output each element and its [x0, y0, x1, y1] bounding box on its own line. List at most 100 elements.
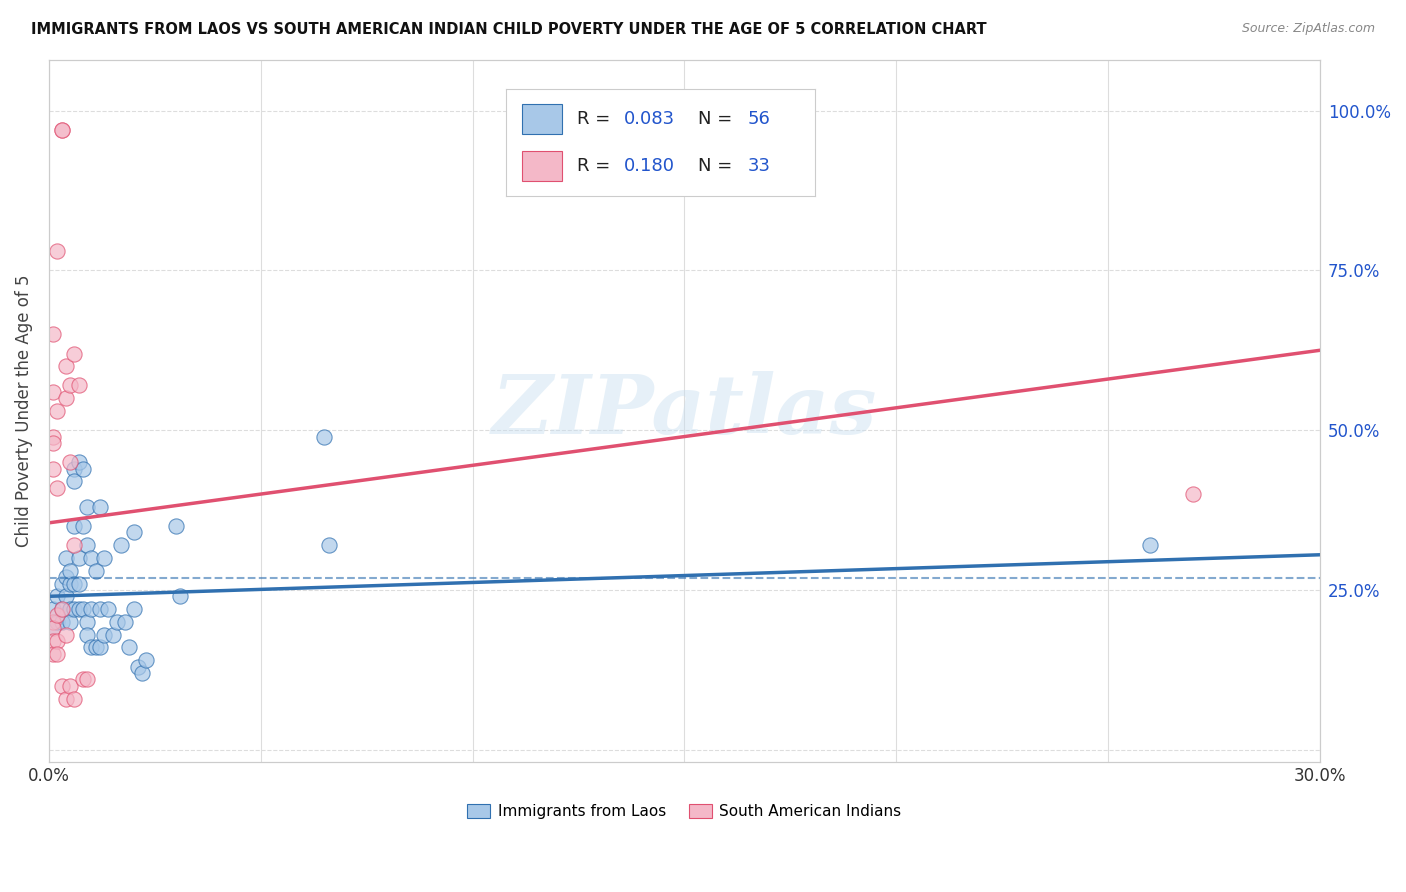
Point — [67, 551, 90, 566]
Point — [42, 621, 65, 635]
Point — [101, 627, 124, 641]
Text: N =: N = — [697, 111, 738, 128]
Point — [42, 461, 65, 475]
Point — [67, 576, 90, 591]
Point — [51, 615, 73, 629]
Point — [80, 602, 103, 616]
Point — [72, 602, 94, 616]
Point — [89, 640, 111, 655]
Point — [55, 691, 77, 706]
Point — [76, 500, 98, 514]
Y-axis label: Child Poverty Under the Age of 5: Child Poverty Under the Age of 5 — [15, 275, 32, 548]
Point — [114, 615, 136, 629]
Point — [122, 602, 145, 616]
Legend: Immigrants from Laos, South American Indians: Immigrants from Laos, South American Ind… — [461, 797, 908, 825]
Point — [165, 519, 187, 533]
Point — [51, 679, 73, 693]
Point — [80, 551, 103, 566]
Text: 56: 56 — [748, 111, 770, 128]
Point — [97, 602, 120, 616]
Point — [67, 455, 90, 469]
Point — [63, 461, 86, 475]
Point — [118, 640, 141, 655]
Point — [59, 602, 82, 616]
Point — [46, 590, 69, 604]
Point — [63, 602, 86, 616]
Point — [42, 621, 65, 635]
Point — [67, 602, 90, 616]
Point — [93, 627, 115, 641]
Text: R =: R = — [578, 111, 616, 128]
Point — [63, 538, 86, 552]
Point — [76, 627, 98, 641]
Point — [72, 673, 94, 687]
Point — [63, 576, 86, 591]
Point — [55, 570, 77, 584]
Point — [84, 640, 107, 655]
Point — [51, 602, 73, 616]
Point — [67, 378, 90, 392]
Point — [93, 551, 115, 566]
Point — [76, 673, 98, 687]
Text: 0.083: 0.083 — [624, 111, 675, 128]
Point — [46, 244, 69, 259]
Point — [76, 615, 98, 629]
Point — [84, 564, 107, 578]
Point — [42, 436, 65, 450]
Text: Source: ZipAtlas.com: Source: ZipAtlas.com — [1241, 22, 1375, 36]
FancyBboxPatch shape — [522, 104, 562, 134]
Text: N =: N = — [697, 157, 738, 175]
Point — [89, 602, 111, 616]
Point — [63, 519, 86, 533]
Point — [89, 500, 111, 514]
Point — [63, 475, 86, 489]
Point — [55, 551, 77, 566]
Point — [51, 576, 73, 591]
Point — [72, 519, 94, 533]
Point — [42, 327, 65, 342]
Point — [42, 615, 65, 629]
Point — [314, 429, 336, 443]
Point — [55, 590, 77, 604]
Point — [42, 429, 65, 443]
Point — [127, 659, 149, 673]
Point — [46, 404, 69, 418]
Point — [63, 691, 86, 706]
Point — [51, 123, 73, 137]
Point — [46, 634, 69, 648]
Point — [55, 391, 77, 405]
Point — [42, 647, 65, 661]
Point — [135, 653, 157, 667]
Point — [59, 564, 82, 578]
FancyBboxPatch shape — [522, 152, 562, 181]
Point — [59, 576, 82, 591]
Point — [46, 647, 69, 661]
Text: 0.180: 0.180 — [624, 157, 675, 175]
Point — [59, 615, 82, 629]
Point — [51, 123, 73, 137]
Point — [122, 525, 145, 540]
Point — [131, 665, 153, 680]
Point — [318, 538, 340, 552]
Point — [51, 602, 73, 616]
Point — [72, 461, 94, 475]
Point — [42, 634, 65, 648]
Text: 33: 33 — [748, 157, 770, 175]
Point — [46, 615, 69, 629]
Point — [63, 346, 86, 360]
Point — [1181, 487, 1204, 501]
Point — [46, 481, 69, 495]
Point — [110, 538, 132, 552]
Point — [59, 455, 82, 469]
Point — [46, 608, 69, 623]
Point — [42, 602, 65, 616]
Point — [169, 590, 191, 604]
Point — [105, 615, 128, 629]
Text: ZIPatlas: ZIPatlas — [492, 371, 877, 451]
Point — [80, 640, 103, 655]
Point — [55, 359, 77, 374]
Text: R =: R = — [578, 157, 616, 175]
Point — [59, 378, 82, 392]
Text: IMMIGRANTS FROM LAOS VS SOUTH AMERICAN INDIAN CHILD POVERTY UNDER THE AGE OF 5 C: IMMIGRANTS FROM LAOS VS SOUTH AMERICAN I… — [31, 22, 987, 37]
Point — [1139, 538, 1161, 552]
